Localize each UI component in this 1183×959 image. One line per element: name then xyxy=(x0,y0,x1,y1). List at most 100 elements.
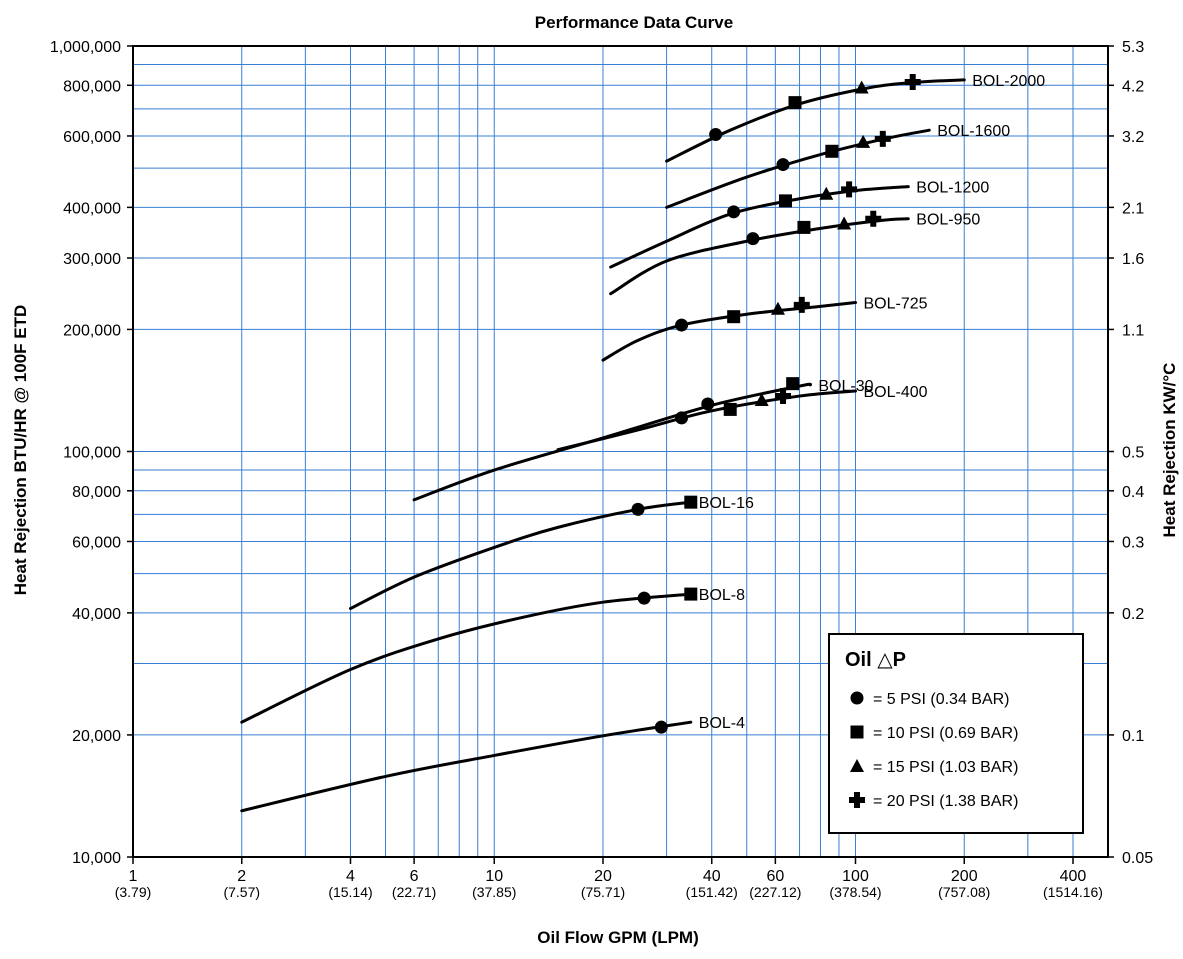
series-bol-2000: BOL-2000 xyxy=(665,73,1045,163)
y2-tick-label: 0.3 xyxy=(1122,534,1144,551)
series-label: BOL-30 xyxy=(818,378,873,395)
series-line xyxy=(348,500,693,611)
y-tick-label: 40,000 xyxy=(72,606,121,623)
y-tick-label: 600,000 xyxy=(63,129,121,146)
legend-entry-text: = 5 PSI (0.34 BAR) xyxy=(873,691,1010,708)
marker-plus xyxy=(849,792,865,808)
marker-square xyxy=(797,220,811,234)
marker-circle xyxy=(746,232,760,246)
marker-circle xyxy=(776,158,790,172)
series-line xyxy=(609,217,910,296)
series-line xyxy=(556,389,857,452)
series-line xyxy=(240,592,693,724)
y2-tick-label: 1.1 xyxy=(1122,322,1144,339)
x-tick-sublabel: (15.14) xyxy=(328,884,372,900)
x-tick-label: 10 xyxy=(485,868,503,885)
y2-tick-label: 4.2 xyxy=(1122,78,1144,95)
series-bol-400: BOL-400 xyxy=(556,384,928,452)
tick-labels: 1(3.79) 2(7.57) 4(15.14) 6(22.71) 10(37.85) 2… xyxy=(50,39,1153,900)
marker-plus xyxy=(865,210,882,227)
y2-tick-label: 0.1 xyxy=(1122,728,1144,745)
marker-square xyxy=(723,402,737,416)
series-line xyxy=(412,382,812,502)
marker-square xyxy=(825,144,839,158)
marker-square xyxy=(788,96,802,110)
y-tick-label: 80,000 xyxy=(72,484,121,501)
grid-lines xyxy=(132,45,1109,858)
y-tick-label: 200,000 xyxy=(63,322,121,339)
x-tick-sublabel: (757.08) xyxy=(938,884,990,900)
marker-square xyxy=(727,310,741,324)
series-line xyxy=(665,128,931,209)
series-line xyxy=(601,301,857,362)
x-tick-sublabel: (7.57) xyxy=(223,884,260,900)
x-tick-label: 2 xyxy=(237,868,246,885)
x-tick-label: 1 xyxy=(129,868,138,885)
legend-entry-text: = 10 PSI (0.69 BAR) xyxy=(873,725,1018,742)
y2-axis-label: Heat Rejection KW/°C xyxy=(1160,363,1179,538)
x-tick-sublabel: (1514.16) xyxy=(1043,884,1103,900)
x-tick-sublabel: (151.42) xyxy=(686,884,738,900)
y-tick-label: 10,000 xyxy=(72,850,121,867)
y-tick-label: 60,000 xyxy=(72,534,121,551)
series-bol-30: BOL-30 xyxy=(412,377,874,502)
marker-plus xyxy=(841,181,858,198)
series-bol-4: BOL-4 xyxy=(240,715,745,813)
marker-triangle xyxy=(837,216,852,230)
marker-square xyxy=(786,377,800,391)
marker-plus xyxy=(874,130,891,147)
marker-triangle xyxy=(819,186,834,200)
series-bol-950: BOL-950 xyxy=(609,210,980,296)
x-tick-sublabel: (3.79) xyxy=(115,884,152,900)
marker-square xyxy=(684,495,698,509)
x-tick-sublabel: (37.85) xyxy=(472,884,516,900)
y2-tick-label: 0.4 xyxy=(1122,484,1144,501)
marker-triangle xyxy=(856,134,871,148)
y-tick-label: 100,000 xyxy=(63,445,121,462)
y-tick-label: 1,000,000 xyxy=(50,39,121,56)
marker-triangle xyxy=(854,80,869,94)
x-tick-label: 200 xyxy=(951,868,978,885)
series-bol-16: BOL-16 xyxy=(348,495,754,611)
y-axis-label: Heat Rejection BTU/HR @ 100F ETD xyxy=(11,305,30,596)
x-tick-label: 4 xyxy=(346,868,355,885)
marker-triangle xyxy=(754,392,769,406)
y2-tick-label: 5.3 xyxy=(1122,39,1144,56)
series-label: BOL-2000 xyxy=(972,73,1045,90)
marker-circle xyxy=(727,205,741,219)
y2-tick-label: 0.2 xyxy=(1122,606,1144,623)
marker-triangle xyxy=(850,759,864,772)
marker-square xyxy=(850,725,864,739)
marker-square xyxy=(684,587,698,601)
x-tick-sublabel: (75.71) xyxy=(581,884,625,900)
marker-circle xyxy=(675,318,689,332)
series-bol-725: BOL-725 xyxy=(601,296,928,362)
series-label: BOL-950 xyxy=(916,212,980,229)
x-tick-label: 40 xyxy=(703,868,721,885)
y2-tick-label: 0.05 xyxy=(1122,850,1153,867)
y-tick-label: 300,000 xyxy=(63,251,121,268)
y2-tick-label: 0.5 xyxy=(1122,445,1144,462)
y2-tick-label: 3.2 xyxy=(1122,129,1144,146)
y2-tick-label: 2.1 xyxy=(1122,200,1144,217)
series-label: BOL-400 xyxy=(863,384,927,401)
x-tick-label: 60 xyxy=(766,868,784,885)
marker-circle xyxy=(709,127,723,141)
series-label: BOL-4 xyxy=(699,715,745,732)
series-line xyxy=(609,185,910,269)
legend-entry-text: = 15 PSI (1.03 BAR) xyxy=(873,759,1018,776)
series-label: BOL-16 xyxy=(699,495,754,512)
legend-title: Oil △P xyxy=(845,649,906,671)
x-axis-label: Oil Flow GPM (LPM) xyxy=(537,928,698,947)
series-line xyxy=(240,720,693,813)
x-tick-label: 6 xyxy=(410,868,419,885)
legend-entry-text: = 20 PSI (1.38 BAR) xyxy=(873,793,1018,810)
x-tick-label: 100 xyxy=(842,868,869,885)
series-bol-1600: BOL-1600 xyxy=(665,123,1010,209)
series-label: BOL-8 xyxy=(699,587,745,604)
x-tick-sublabel: (378.54) xyxy=(829,884,881,900)
series-bol-1200: BOL-1200 xyxy=(609,180,989,269)
x-tick-label: 400 xyxy=(1060,868,1087,885)
